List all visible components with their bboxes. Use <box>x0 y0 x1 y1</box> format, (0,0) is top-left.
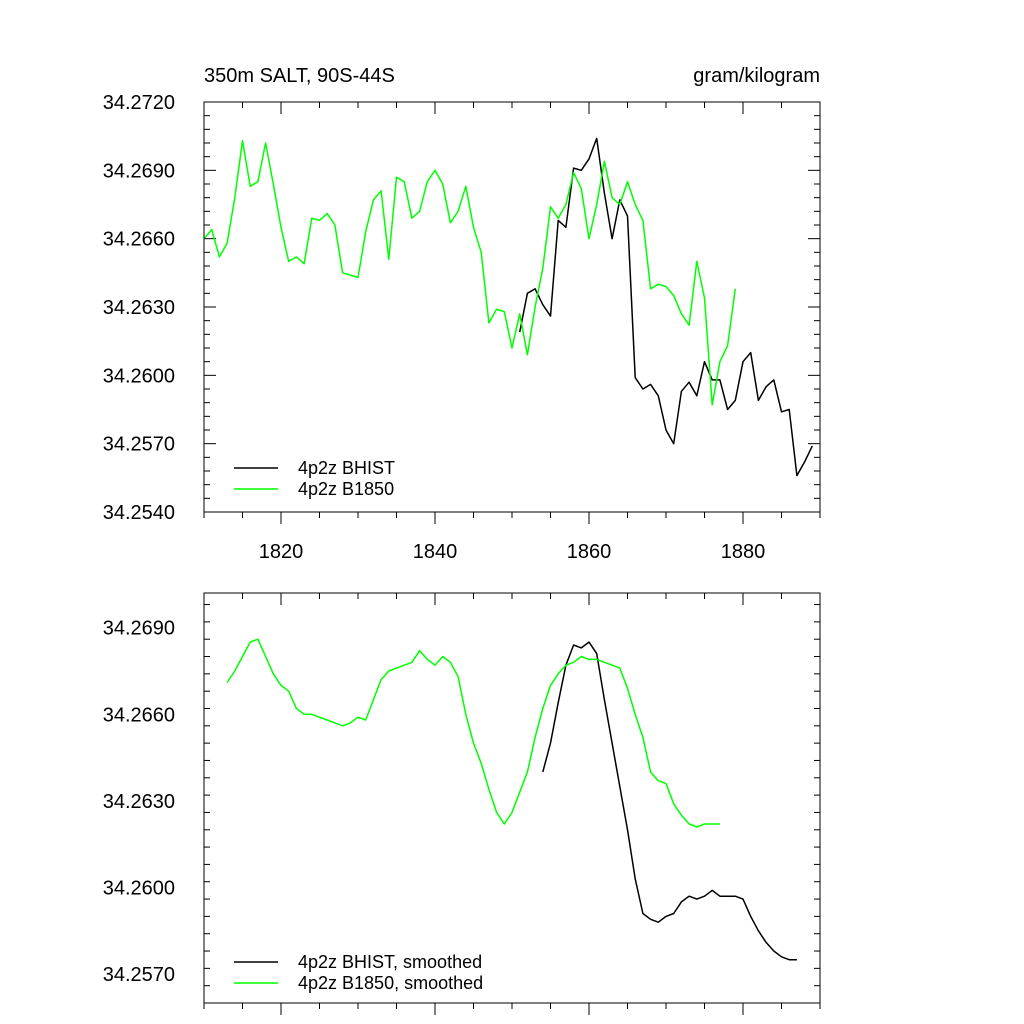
legend-label-bhist: 4p2z BHIST <box>298 458 395 478</box>
bottom-ytick-labels: 34.2570 34.2600 34.2630 34.2660 34.2690 <box>103 618 175 986</box>
top-series-lines <box>203 137 813 477</box>
xtick-label: 1880 <box>721 541 766 563</box>
bottom-panel: 34.2570 34.2600 34.2630 34.2660 34.2690 4p2z… <box>103 592 821 1015</box>
top-plot-frame <box>203 101 821 513</box>
xtick-label: 1820 <box>259 541 304 563</box>
ytick-label: 34.2570 <box>103 964 175 986</box>
legend-label-b1850-smoothed: 4p2z B1850, smoothed <box>298 973 483 993</box>
ytick-label: 34.2720 <box>103 92 175 114</box>
ytick-label: 34.2540 <box>103 502 175 524</box>
ytick-label: 34.2660 <box>103 229 175 251</box>
xtick-label: 1860 <box>567 541 612 563</box>
top-ticks <box>203 101 821 524</box>
top-panel: 350m SALT, 90S-44S gram/kilogram 34.2540… <box>103 65 821 563</box>
bottom-ticks <box>203 593 821 1015</box>
ytick-label: 34.2690 <box>103 618 175 640</box>
series-line-4p2z-bhist <box>518 137 813 477</box>
ytick-label: 34.2630 <box>103 297 175 319</box>
top-legend: 4p2z BHIST 4p2z B1850 <box>234 458 395 499</box>
ytick-label: 34.2690 <box>103 160 175 182</box>
series-line-4p2z-b1850-smoothed <box>226 638 720 828</box>
ytick-label: 34.2600 <box>103 365 175 387</box>
top-ytick-labels: 34.2540 34.2570 34.2600 34.2630 34.2660 34.26… <box>103 92 175 524</box>
bottom-series-lines <box>226 638 797 961</box>
xtick-label: 1840 <box>413 541 458 563</box>
bottom-legend: 4p2z BHIST, smoothed 4p2z B1850, smoothe… <box>234 952 483 993</box>
legend-label-bhist-smoothed: 4p2z BHIST, smoothed <box>298 952 482 972</box>
top-xtick-labels: 1820 1840 1860 1880 <box>259 541 766 563</box>
ytick-label: 34.2630 <box>103 791 175 813</box>
bottom-plot-frame <box>203 592 821 1004</box>
ytick-label: 34.2570 <box>103 434 175 456</box>
series-line-4p2z-b1850 <box>203 139 737 406</box>
ytick-label: 34.2660 <box>103 704 175 726</box>
units-label: gram/kilogram <box>693 65 820 87</box>
legend-label-b1850: 4p2z B1850 <box>298 479 394 499</box>
chart-title: 350m SALT, 90S-44S <box>204 65 395 87</box>
series-line-4p2z-bhist-smoothed <box>542 641 797 961</box>
ytick-label: 34.2600 <box>103 878 175 900</box>
